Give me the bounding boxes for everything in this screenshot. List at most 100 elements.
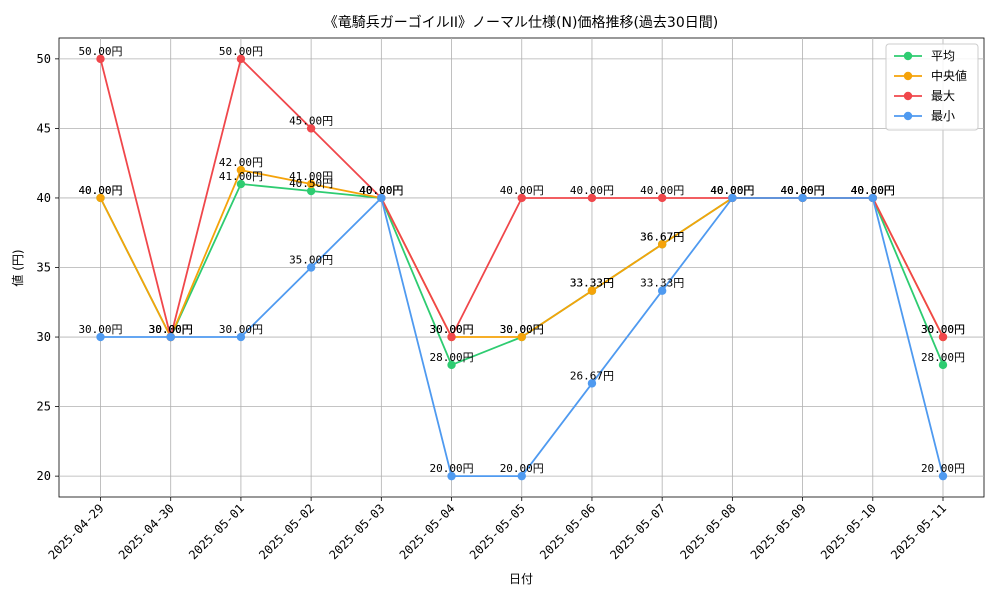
data-label: 42.00円 [219,156,263,169]
legend-marker [903,71,913,81]
series-3-point [517,471,526,481]
x-tick-label: 2025-05-03 [326,501,387,562]
legend-label: 最大 [931,89,955,103]
data-label: 40.00円 [359,184,403,197]
series-1-point [96,193,105,203]
data-label: 40.00円 [781,184,825,197]
data-label: 20.00円 [429,462,473,475]
series-2-point [447,332,456,342]
legend-marker [903,111,913,121]
data-label: 30.00円 [78,323,122,336]
legend-marker [903,91,913,101]
y-axis-ticks: 20 25 30 35 40 45 50 [37,52,59,483]
data-label: 30.00円 [149,323,193,336]
data-label: 40.00円 [500,184,544,197]
data-label: 36.67円 [640,230,684,243]
data-label: 33.33円 [570,277,614,290]
data-label: 40.00円 [851,184,895,197]
data-label: 33.33円 [570,277,614,290]
series-0-point [938,360,948,370]
data-label: 35.00円 [289,254,333,267]
data-label: 40.00円 [781,184,825,197]
y-tick-label: 50 [37,52,51,66]
legend-label: 中央値 [931,68,967,83]
y-tick-label: 30 [37,330,51,344]
data-label: 30.00円 [921,323,965,336]
legend-label: 平均 [931,49,955,63]
data-label: 50.00円 [78,45,122,58]
data-label: 40.00円 [570,184,614,197]
legend-marker [903,51,913,61]
data-label: 40.50円 [289,177,333,190]
data-label: 28.00円 [429,351,473,364]
data-label: 45.00円 [289,114,333,127]
data-label: 36.67円 [640,230,684,243]
series-3-point [377,193,386,203]
series-3-point [306,263,316,272]
series-2-point [657,193,667,203]
data-label: 41.00円 [219,170,263,183]
data-label: 28.00円 [921,351,965,364]
series-1-point [306,179,316,189]
series-3-point [728,193,737,203]
x-tick-label: 2025-05-09 [748,501,809,562]
x-tick-label: 2025-05-07 [607,501,668,562]
series-3-point [657,286,667,295]
grid [59,38,984,497]
data-label: 40.00円 [359,184,403,197]
data-label: 30.00円 [429,323,473,336]
data-label: 30.00円 [149,323,193,336]
data-label: 50.00円 [219,45,263,58]
series-0-point [447,360,456,370]
series-2-point [938,332,948,342]
series-0-point [236,179,246,189]
series-1-point [657,240,667,249]
y-tick-label: 35 [37,261,51,275]
series-0-point [306,186,316,196]
x-axis-title: 日付 [509,572,533,586]
series-2-point [236,54,246,64]
data-labels: 40.00円30.00円41.00円40.50円40.00円28.00円30.0… [78,45,965,475]
x-tick-label: 2025-05-08 [678,501,739,562]
data-label: 40.00円 [359,184,403,197]
data-label: 40.00円 [78,184,122,197]
series-lines [96,54,948,481]
series-3-point [96,332,105,342]
data-label: 20.00円 [921,462,965,475]
y-tick-label: 25 [37,400,51,414]
y-tick-label: 45 [37,121,51,135]
data-label: 20.00円 [500,462,544,475]
x-tick-label: 2025-05-01 [186,501,247,562]
series-3-point [587,379,597,388]
data-label: 40.00円 [851,184,895,197]
series-2-point [306,124,316,133]
series-2-point [96,54,105,64]
series-3-point [447,471,456,481]
x-axis-ticks: 2025-04-29 2025-04-30 2025-05-01 2025-05-02… [46,497,949,562]
series-3-point [236,332,246,342]
data-label: 30.00円 [149,323,193,336]
data-label: 40.00円 [781,184,825,197]
x-tick-label: 2025-04-30 [116,501,177,562]
data-label: 41.00円 [289,170,333,183]
data-label: 40.00円 [710,184,754,197]
series-1-point [236,165,246,175]
x-tick-label: 2025-05-02 [256,501,317,562]
legend-box [885,43,979,131]
data-label: 40.00円 [710,184,754,197]
series-3-point [166,332,175,342]
y-axis-title: 値 (円) [10,249,25,286]
chart-title: 《竜騎兵ガーゴイルII》ノーマル仕様(N)価格推移(過去30日間) [324,14,718,31]
data-label: 40.00円 [359,184,403,197]
data-label: 40.00円 [710,184,754,197]
data-label: 40.00円 [640,184,684,197]
legend-label: 最小 [931,109,955,123]
data-label: 30.00円 [500,323,544,336]
series-2-point [517,193,526,203]
y-tick-label: 40 [37,191,51,205]
x-tick-label: 2025-05-10 [818,501,879,562]
data-label: 40.00円 [710,184,754,197]
y-tick-label: 20 [37,469,51,483]
